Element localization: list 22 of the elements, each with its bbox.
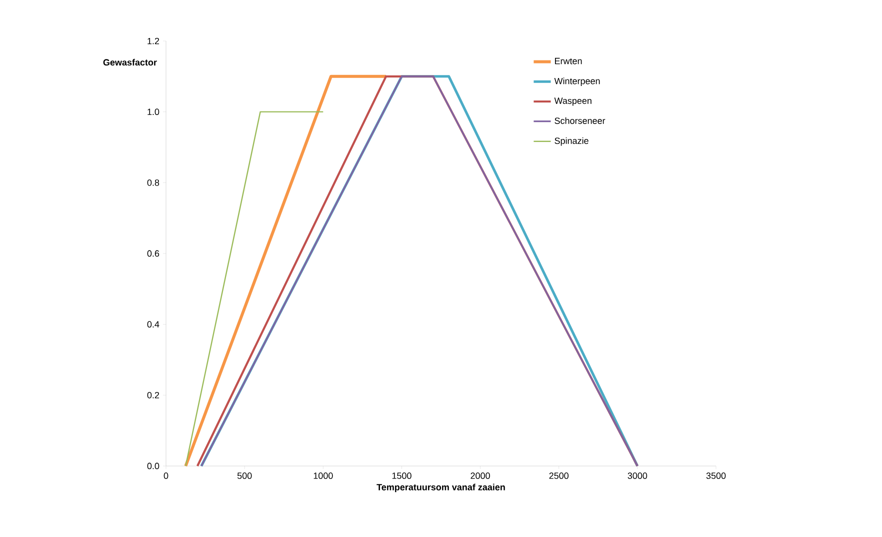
legend-label: Schorseneer	[554, 117, 606, 124]
x-axis-title: Temperatuursom vanaf zaaien	[376, 484, 505, 492]
y-tick-label: 0.4	[147, 321, 160, 328]
x-tick-label: 2000	[470, 472, 490, 479]
x-tick-label: 1500	[392, 472, 412, 479]
y-tick-label: 1.0	[148, 108, 160, 116]
x-tick-label: 1000	[314, 472, 333, 479]
x-tick-label: 0	[164, 472, 168, 479]
y-tick-label: 0.8	[147, 179, 160, 186]
legend-label: Winterpeen	[554, 78, 600, 86]
x-tick-label: 500	[237, 472, 252, 479]
y-axis-title: Gewasfactor	[103, 58, 157, 66]
y-tick-label: 0.2	[147, 392, 160, 398]
y-tick-label: 0.6	[147, 250, 160, 257]
y-tick-label: 0.0	[147, 462, 160, 470]
x-tick-label: 2500	[549, 472, 569, 479]
legend-label: Waspeen	[554, 98, 592, 106]
legend-label: Erwten	[555, 58, 582, 64]
legend-label: Spinazie	[554, 137, 588, 146]
x-tick-label: 3000	[628, 472, 648, 479]
y-tick-label: 1.2	[148, 38, 160, 44]
x-tick-label: 3500	[706, 472, 726, 479]
